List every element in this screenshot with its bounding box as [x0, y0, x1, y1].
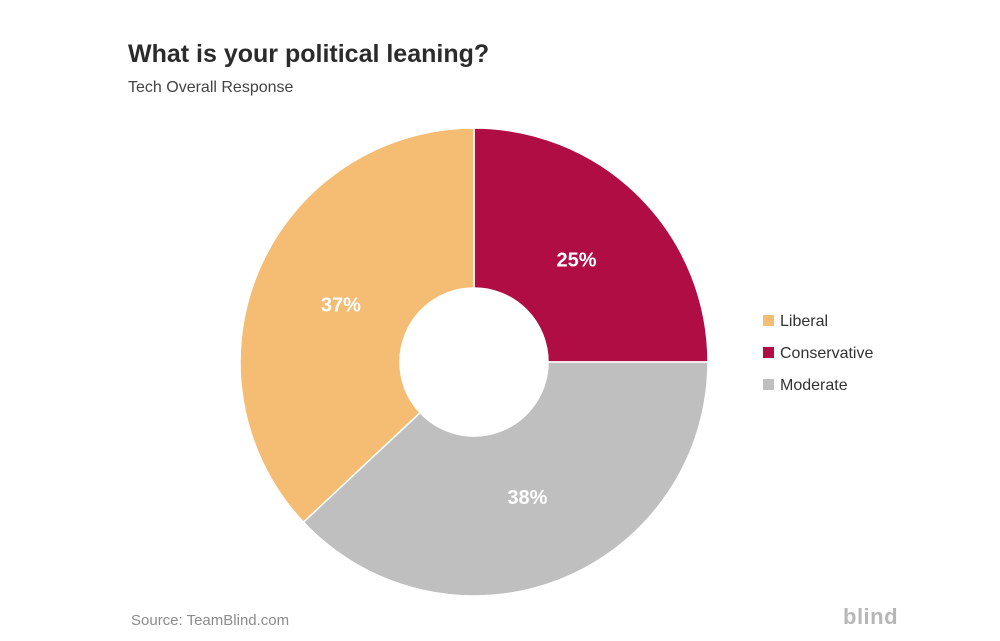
- source-note: Source: TeamBlind.com: [131, 612, 290, 629]
- blind-logo: blind: [843, 604, 899, 629]
- legend-label-conservative: Conservative: [780, 345, 873, 362]
- chart-subtitle: Tech Overall Response: [128, 79, 294, 96]
- slice-liberal: [239, 127, 475, 524]
- legend-label-moderate: Moderate: [780, 377, 848, 394]
- legend-swatch-liberal: [763, 315, 774, 326]
- data-label-conservative: 25%: [557, 249, 597, 271]
- legend-label-liberal: Liberal: [780, 313, 828, 330]
- data-label-liberal: 37%: [321, 294, 361, 316]
- slice-conservative: [473, 127, 709, 363]
- data-label-moderate: 38%: [507, 487, 547, 509]
- legend-swatch-moderate: [763, 379, 774, 390]
- chart-title: What is your political leaning?: [128, 40, 490, 68]
- slice-moderate: [302, 361, 709, 597]
- legend-swatch-conservative: [763, 347, 774, 358]
